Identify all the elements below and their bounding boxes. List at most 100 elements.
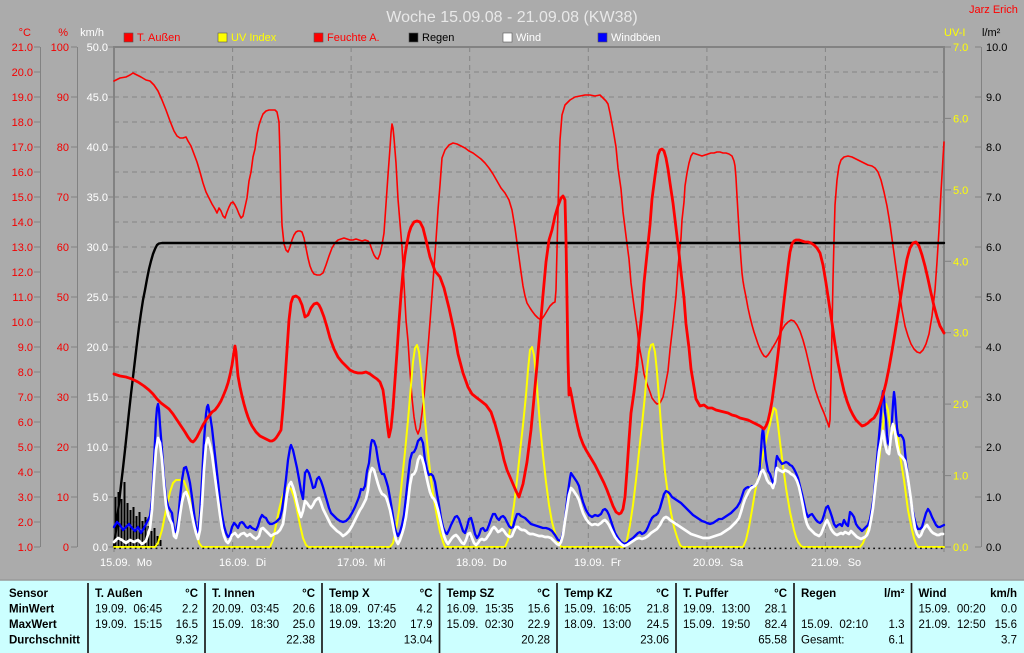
svg-text:Gesamt:: Gesamt: [801,635,844,647]
svg-text:°C: °C [537,588,550,600]
svg-text:T. Außen: T. Außen [95,588,143,600]
svg-text:20: 20 [57,442,69,454]
svg-text:7.0: 7.0 [953,42,968,54]
svg-text:MaxWert: MaxWert [9,619,57,631]
svg-text:5.0: 5.0 [18,442,33,454]
svg-text:Windböen: Windböen [611,32,661,44]
svg-text:21.09. So: 21.09. So [811,557,861,569]
svg-text:15.09. 00:20: 15.09. 00:20 [919,604,986,616]
svg-text:21.0: 21.0 [12,42,33,54]
svg-text:l/m²: l/m² [982,27,1001,39]
svg-text:6.1: 6.1 [889,635,905,647]
svg-text:°C: °C [656,588,669,600]
svg-text:40: 40 [57,342,69,354]
svg-text:20.09. Sa: 20.09. Sa [693,557,744,569]
svg-text:22.9: 22.9 [528,619,550,631]
svg-text:15.09. Mo: 15.09. Mo [100,557,152,569]
svg-text:50.0: 50.0 [87,42,108,54]
svg-text:15.0: 15.0 [87,392,108,404]
svg-text:Wind: Wind [919,588,947,600]
svg-text:20.0: 20.0 [87,342,108,354]
svg-text:17.09. Mi: 17.09. Mi [337,557,385,569]
svg-text:20.6: 20.6 [293,604,315,616]
svg-text:15.09. 19:50: 15.09. 19:50 [683,619,750,631]
svg-text:16.09. 15:35: 16.09. 15:35 [447,604,514,616]
svg-text:9.32: 9.32 [176,635,198,647]
svg-text:Wind: Wind [516,32,541,44]
svg-text:10.0: 10.0 [12,317,33,329]
svg-text:0.0: 0.0 [93,542,108,554]
svg-text:50: 50 [57,292,69,304]
svg-text:6.0: 6.0 [953,113,968,125]
svg-text:Feuchte A.: Feuchte A. [327,32,380,44]
svg-text:18.0: 18.0 [12,117,33,129]
svg-text:22.38: 22.38 [286,635,315,647]
svg-text:°C: °C [774,588,787,600]
svg-text:UV-I: UV-I [944,27,965,39]
svg-text:T. Puffer: T. Puffer [683,588,729,600]
svg-text:UV Index: UV Index [231,32,277,44]
svg-text:90: 90 [57,92,69,104]
svg-text:km/h: km/h [990,588,1017,600]
svg-text:1.0: 1.0 [18,542,33,554]
svg-text:1.0: 1.0 [953,471,968,483]
svg-text:17.9: 17.9 [410,619,432,631]
svg-text:3.0: 3.0 [18,492,33,504]
svg-text:23.06: 23.06 [640,635,669,647]
svg-text:°C: °C [420,588,433,600]
svg-text:45.0: 45.0 [87,92,108,104]
svg-text:3.7: 3.7 [1001,635,1017,647]
svg-text:10.0: 10.0 [87,442,108,454]
svg-text:24.5: 24.5 [647,619,669,631]
svg-text:1.0: 1.0 [986,492,1001,504]
svg-text:Temp KZ: Temp KZ [564,588,612,600]
svg-text:60: 60 [57,242,69,254]
svg-text:15.09. 18:30: 15.09. 18:30 [212,619,279,631]
svg-text:8.0: 8.0 [18,367,33,379]
svg-text:T. Außen: T. Außen [137,32,180,44]
svg-text:13.0: 13.0 [12,242,33,254]
svg-text:Woche 15.09.08 - 21.09.08 (KW3: Woche 15.09.08 - 21.09.08 (KW38) [386,9,637,26]
svg-text:°C: °C [19,27,31,39]
svg-text:10: 10 [57,492,69,504]
svg-text:40.0: 40.0 [87,142,108,154]
svg-text:Sensor: Sensor [9,588,49,600]
svg-text:65.58: 65.58 [758,635,787,647]
svg-text:16.5: 16.5 [176,619,198,631]
svg-text:12.0: 12.0 [12,267,33,279]
svg-text:11.0: 11.0 [12,292,33,304]
svg-text:Temp SZ: Temp SZ [447,588,495,600]
svg-text:19.09. 13:20: 19.09. 13:20 [329,619,396,631]
svg-text:15.6: 15.6 [528,604,550,616]
svg-text:18.09. 07:45: 18.09. 07:45 [329,604,396,616]
svg-text:3.0: 3.0 [953,328,968,340]
svg-text:7.0: 7.0 [18,392,33,404]
svg-text:35.0: 35.0 [87,192,108,204]
svg-text:0.0: 0.0 [986,542,1001,554]
svg-text:8.0: 8.0 [986,142,1001,154]
svg-text:19.09. 15:15: 19.09. 15:15 [95,619,162,631]
svg-text:80: 80 [57,142,69,154]
svg-text:14.0: 14.0 [12,217,33,229]
svg-text:Jarz Erich: Jarz Erich [969,4,1018,16]
svg-text:17.0: 17.0 [12,142,33,154]
svg-text:10.0: 10.0 [986,42,1007,54]
svg-text:30.0: 30.0 [87,242,108,254]
svg-text:100: 100 [51,42,69,54]
svg-text:2.0: 2.0 [986,442,1001,454]
svg-text:°C: °C [185,588,198,600]
svg-text:%: % [58,27,68,39]
svg-text:Regen: Regen [801,588,836,600]
svg-text:9.0: 9.0 [18,342,33,354]
svg-text:l/m²: l/m² [884,588,905,600]
svg-text:T. Innen: T. Innen [212,588,255,600]
svg-text:18.09. Do: 18.09. Do [456,557,507,569]
svg-text:°C: °C [302,588,315,600]
svg-text:4.0: 4.0 [18,467,33,479]
svg-text:82.4: 82.4 [765,619,788,631]
svg-text:18.09. 13:00: 18.09. 13:00 [564,619,631,631]
svg-text:15.0: 15.0 [12,192,33,204]
svg-text:20.0: 20.0 [12,67,33,79]
svg-text:0.0: 0.0 [1001,604,1017,616]
svg-text:5.0: 5.0 [93,492,108,504]
